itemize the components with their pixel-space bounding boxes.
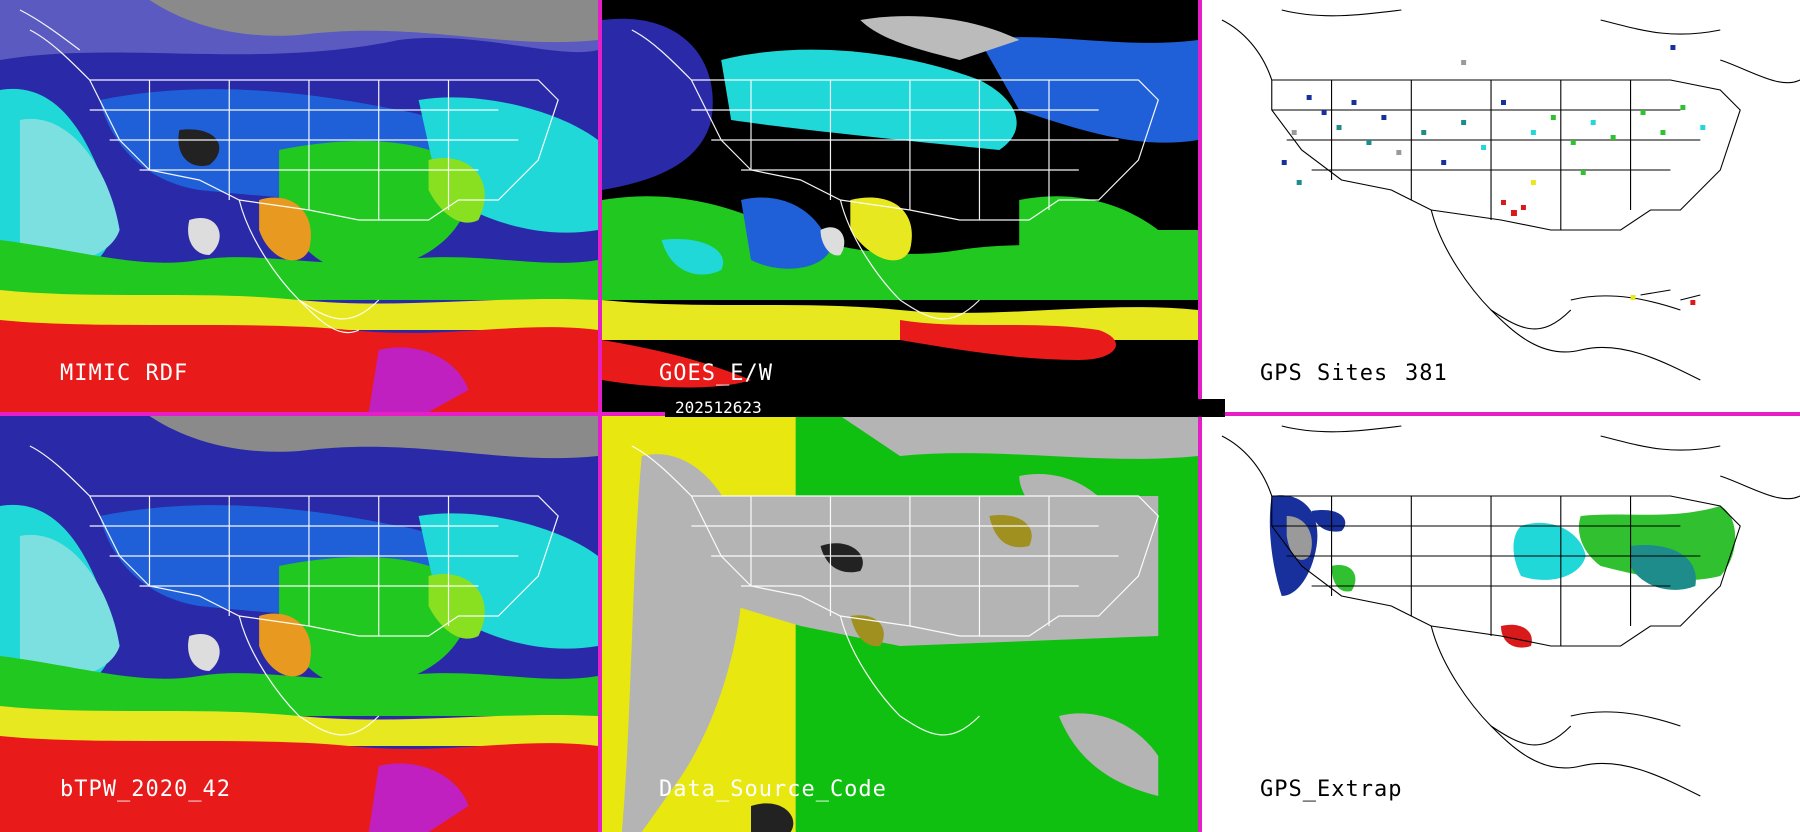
panel-btpw: bTPW_2020_42 [0, 416, 598, 832]
panel-data-source-code: Data_Source_Code [602, 416, 1198, 832]
panel-label: GPS Sites [1260, 361, 1389, 386]
mimic-tpw-map [0, 0, 598, 412]
boundary-lines [631, 445, 1159, 736]
gps-site-count: 381 [1405, 361, 1448, 386]
panel-label: bTPW_2020_42 [60, 777, 231, 802]
btpw-tpw-map [0, 416, 598, 832]
timestamp-bar: 202512623 [665, 399, 1225, 417]
panel-label: GPS_Extrap [1260, 777, 1403, 802]
boundary-lines [19, 9, 559, 334]
boundary-lines [29, 445, 559, 736]
panel-goes: GOES_E/W [602, 0, 1198, 412]
gps-site-markers [1281, 45, 1706, 305]
goes-tpw-map [602, 0, 1198, 412]
panel-gps-sites: GPS Sites 381 [1202, 0, 1800, 412]
panel-gps-extrap: GPS_Extrap [1202, 416, 1800, 832]
panel-label: Data_Source_Code [659, 777, 887, 802]
gps-sites-map [1202, 0, 1800, 412]
boundary-lines [1221, 425, 1800, 797]
panel-divider [598, 0, 602, 832]
panel-mimic-rdf: MIMIC RDF [0, 0, 598, 412]
boundary-lines [631, 29, 1159, 320]
panel-label: MIMIC RDF [60, 361, 189, 386]
boundary-lines [1221, 9, 1800, 381]
gps-extrap-map [1202, 416, 1800, 832]
data-source-map [602, 416, 1198, 832]
panel-label: GOES_E/W [659, 361, 773, 386]
